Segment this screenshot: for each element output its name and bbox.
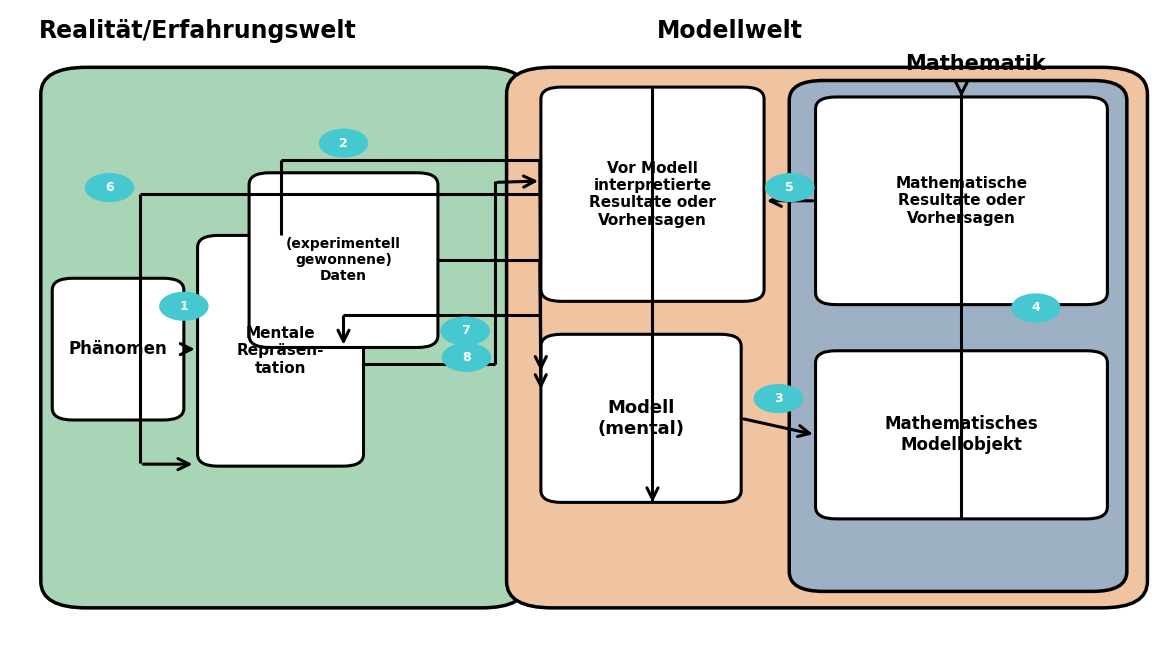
Text: 4: 4 — [1032, 301, 1040, 314]
Text: Phänomen: Phänomen — [69, 340, 168, 358]
Text: (experimentell
gewonnene)
Daten: (experimentell gewonnene) Daten — [286, 237, 401, 283]
Text: Realität/Erfahrungswelt: Realität/Erfahrungswelt — [38, 19, 357, 43]
Text: 1: 1 — [180, 300, 188, 312]
FancyBboxPatch shape — [250, 173, 438, 348]
Text: 5: 5 — [786, 181, 794, 194]
FancyBboxPatch shape — [52, 278, 184, 420]
Text: 6: 6 — [105, 181, 114, 194]
FancyBboxPatch shape — [506, 68, 1147, 608]
Circle shape — [1012, 294, 1060, 322]
Text: Vor Modell
interpretierte
Resultate oder
Vorhersagen: Vor Modell interpretierte Resultate oder… — [589, 161, 716, 228]
Text: Modell
(mental): Modell (mental) — [597, 399, 684, 438]
FancyBboxPatch shape — [815, 97, 1108, 305]
Text: Modellwelt: Modellwelt — [656, 19, 802, 43]
Text: 2: 2 — [339, 136, 347, 150]
Text: Mathematische
Resultate oder
Vorhersagen: Mathematische Resultate oder Vorhersagen — [895, 176, 1027, 226]
Circle shape — [160, 293, 208, 320]
FancyBboxPatch shape — [197, 236, 364, 466]
FancyBboxPatch shape — [789, 81, 1126, 591]
Circle shape — [766, 174, 814, 201]
Circle shape — [441, 317, 489, 345]
Text: 8: 8 — [462, 351, 471, 364]
FancyBboxPatch shape — [541, 87, 764, 301]
FancyBboxPatch shape — [541, 334, 742, 502]
Circle shape — [319, 129, 367, 157]
Circle shape — [85, 174, 133, 201]
FancyBboxPatch shape — [815, 351, 1108, 519]
Text: Mathematik: Mathematik — [906, 54, 1046, 74]
Text: Mathematisches
Modellobjekt: Mathematisches Modellobjekt — [885, 416, 1038, 454]
Text: Mentale
Repräsen-
tation: Mentale Repräsen- tation — [237, 326, 324, 375]
Circle shape — [754, 385, 802, 412]
Text: 3: 3 — [774, 392, 782, 405]
Circle shape — [442, 344, 491, 371]
Text: 7: 7 — [461, 324, 470, 338]
FancyBboxPatch shape — [41, 68, 527, 608]
